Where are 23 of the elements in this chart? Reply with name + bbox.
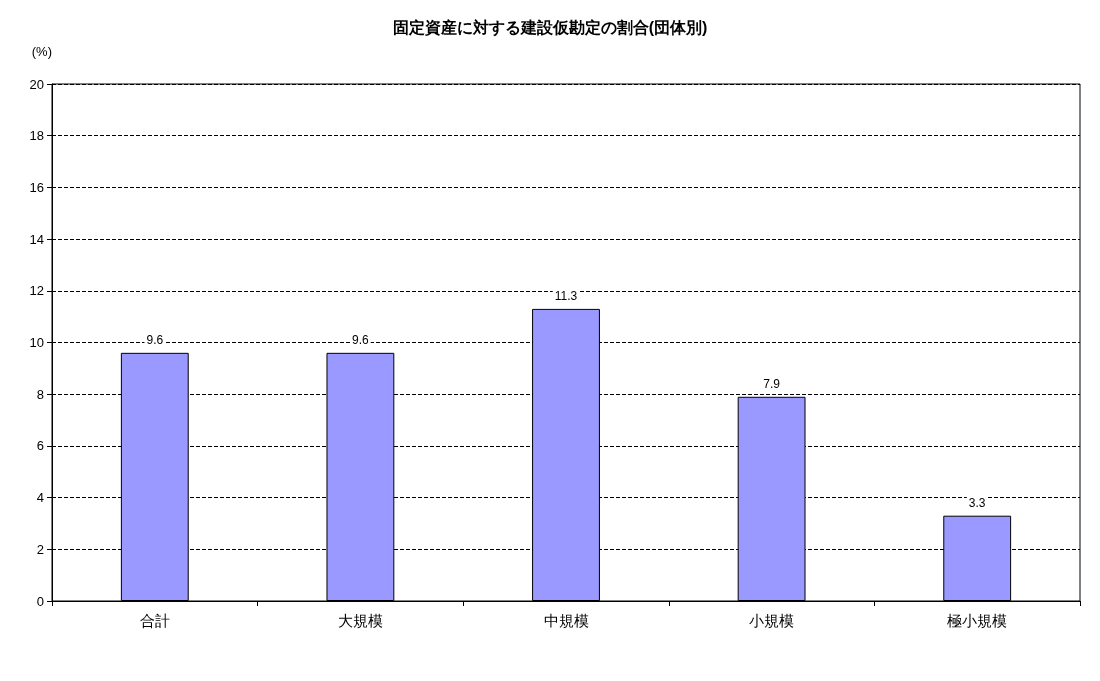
y-tick-label: 18 bbox=[29, 128, 44, 144]
x-tick-label: 合計 bbox=[139, 612, 170, 629]
x-tick-label: 大規模 bbox=[337, 612, 383, 629]
data-label: 11.3 bbox=[554, 288, 578, 303]
y-tick-label: 0 bbox=[36, 593, 44, 609]
y-tick-label: 10 bbox=[29, 335, 44, 350]
x-tick-label: 極小規模 bbox=[947, 612, 1008, 629]
y-tick-label: 8 bbox=[36, 386, 44, 402]
data-label: 7.9 bbox=[763, 376, 781, 391]
data-label: 9.6 bbox=[352, 332, 370, 347]
chart-title: 固定資産に対する建設仮勘定の割合(団体別) bbox=[392, 17, 708, 37]
data-label: 9.6 bbox=[146, 332, 164, 347]
y-axis-title: (%) bbox=[31, 44, 52, 59]
y-tick-label: 14 bbox=[29, 231, 44, 247]
y-tick-label: 12 bbox=[29, 283, 44, 299]
y-tick-label: 4 bbox=[36, 490, 44, 506]
y-tick-label: 20 bbox=[29, 76, 44, 92]
x-tick-label: 中規模 bbox=[543, 612, 589, 629]
y-tick-label: 16 bbox=[29, 179, 44, 195]
y-tick-label: 6 bbox=[36, 438, 44, 454]
y-tick-label: 2 bbox=[36, 541, 44, 557]
data-label: 3.3 bbox=[968, 495, 986, 510]
x-tick-label: 小規模 bbox=[749, 612, 795, 629]
